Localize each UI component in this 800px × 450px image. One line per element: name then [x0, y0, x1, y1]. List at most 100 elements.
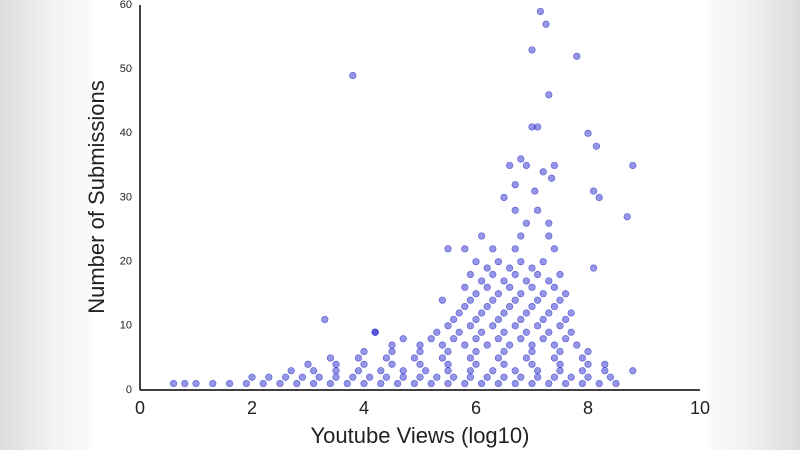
- point: [478, 277, 486, 285]
- point: [416, 341, 424, 349]
- point: [438, 354, 447, 362]
- x-tick-label: 8: [583, 398, 593, 418]
- point: [242, 379, 250, 388]
- point: [494, 335, 503, 343]
- point: [550, 341, 559, 349]
- point: [209, 379, 217, 388]
- point: [304, 360, 312, 368]
- point: [556, 322, 564, 330]
- point: [494, 315, 503, 324]
- point: [472, 315, 480, 324]
- point: [377, 379, 385, 388]
- point: [416, 373, 424, 381]
- y-tick-label: 20: [120, 256, 132, 268]
- point: [478, 328, 486, 336]
- point: [522, 161, 531, 170]
- point: [578, 367, 587, 375]
- point: [293, 379, 301, 388]
- point: [399, 335, 407, 343]
- point: [500, 193, 508, 202]
- point: [539, 168, 547, 176]
- point: [545, 232, 553, 240]
- point: [310, 379, 318, 388]
- point: [298, 373, 307, 381]
- point: [533, 367, 542, 375]
- point: [399, 373, 407, 381]
- point: [584, 373, 592, 381]
- point: [466, 296, 475, 304]
- point: [427, 335, 435, 343]
- point: [500, 360, 508, 368]
- point: [478, 379, 486, 388]
- point: [522, 277, 531, 285]
- point: [556, 296, 564, 304]
- point: [545, 91, 553, 99]
- point: [561, 315, 570, 324]
- point: [326, 379, 335, 388]
- point: [589, 187, 598, 195]
- point: [332, 373, 340, 381]
- point: [584, 347, 592, 356]
- point: [528, 347, 536, 356]
- point: [533, 123, 542, 131]
- point: [500, 328, 508, 336]
- blur-edge: [708, 0, 800, 450]
- point: [533, 322, 542, 330]
- point: [517, 315, 525, 324]
- point: [592, 142, 601, 150]
- point: [360, 360, 368, 368]
- point: [466, 270, 475, 279]
- point: [461, 302, 469, 311]
- point: [478, 309, 486, 317]
- point: [382, 373, 391, 381]
- point: [444, 347, 452, 356]
- x-tick-label: 6: [471, 398, 481, 418]
- point: [410, 354, 419, 362]
- point: [192, 379, 200, 388]
- point: [489, 322, 497, 330]
- point: [472, 335, 480, 343]
- point: [472, 290, 480, 298]
- point: [466, 373, 475, 381]
- y-tick-label: 30: [120, 191, 132, 203]
- point: [265, 373, 273, 381]
- point: [478, 232, 486, 240]
- point: [483, 373, 491, 381]
- point: [349, 373, 357, 381]
- point: [629, 367, 637, 375]
- point: [556, 270, 564, 279]
- point: [444, 367, 452, 375]
- point: [517, 155, 525, 163]
- point: [567, 309, 575, 317]
- point: [506, 161, 514, 170]
- point: [450, 335, 458, 343]
- point: [388, 347, 396, 356]
- point: [494, 290, 503, 298]
- point: [550, 302, 559, 311]
- point: [433, 373, 441, 381]
- point: [500, 373, 508, 381]
- point: [531, 187, 539, 195]
- point: [578, 379, 587, 388]
- point: [388, 341, 396, 349]
- point: [349, 71, 357, 80]
- point: [461, 283, 469, 291]
- point: [248, 373, 256, 381]
- point: [556, 360, 564, 368]
- point: [416, 347, 424, 356]
- point: [539, 290, 547, 298]
- point: [612, 379, 620, 388]
- point: [461, 379, 469, 388]
- point: [561, 379, 570, 388]
- point: [500, 347, 508, 356]
- point: [511, 296, 519, 304]
- point: [483, 302, 491, 311]
- point: [489, 245, 497, 253]
- point: [226, 379, 234, 388]
- point: [601, 360, 609, 368]
- point: [321, 315, 329, 324]
- point: [466, 322, 475, 330]
- point: [506, 302, 514, 311]
